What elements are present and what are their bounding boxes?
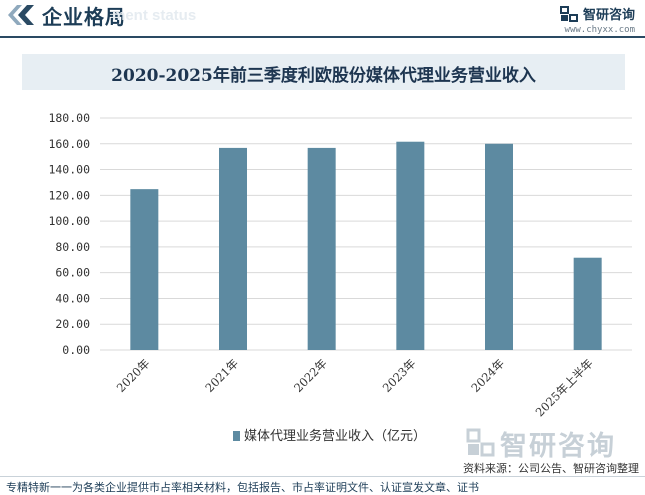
y-tick-label: 0.00	[62, 343, 90, 357]
y-tick-label: 160.00	[48, 137, 90, 151]
chart-title-box: 2020-2025年前三季度利欧股份媒体代理业务营业收入	[22, 54, 625, 90]
y-tick-label: 40.00	[55, 291, 90, 305]
brand-logo-icon	[559, 5, 578, 22]
header-divider	[0, 36, 645, 38]
y-tick-label: 120.00	[48, 188, 90, 202]
bar	[485, 143, 513, 350]
watermark-text: 智研咨询	[500, 431, 616, 462]
y-tick-label: 180.00	[48, 111, 90, 125]
bar-chart: 0.00 20.00 40.00 60.00 80.00 100.00 120.00 140.…	[48, 111, 632, 444]
bar	[219, 147, 247, 350]
footer-divider	[0, 476, 645, 477]
x-tick-label: 2025年上半年	[533, 356, 596, 419]
brand-name: 智研咨询	[582, 8, 635, 23]
y-tick-label: 20.00	[55, 317, 90, 331]
y-tick-label: 80.00	[55, 240, 90, 254]
x-tick-label: 2020年	[114, 356, 153, 395]
bar	[130, 189, 159, 350]
watermark-logo-icon	[466, 428, 495, 457]
double-chevron-icon	[8, 5, 34, 25]
y-tick-label: 140.00	[48, 163, 90, 177]
footer-note: 专精特新一一为各类企业提供市占率相关材料，包括报告、市占率证明文件、认证宣发文章…	[6, 481, 479, 494]
y-tick-label: 60.00	[55, 266, 90, 280]
page-header: 企业格局 ment status 智研咨询 www.chyxx.com	[0, 0, 645, 35]
section-title: 企业格局	[42, 5, 126, 29]
brand: 智研咨询 www.chyxx.com	[559, 3, 635, 35]
x-tick-label: 2021年	[202, 356, 241, 395]
bar	[307, 147, 336, 350]
chart-title: 2020-2025年前三季度利欧股份媒体代理业务营业收入	[111, 66, 536, 86]
legend-swatch	[233, 431, 240, 441]
source-note: 资料来源：公司公告、智研咨询整理	[463, 462, 639, 475]
y-tick-label: 100.00	[48, 214, 90, 228]
x-tick-label: 2023年	[380, 356, 419, 395]
bar	[396, 141, 425, 350]
x-tick-label: 2024年	[468, 356, 507, 395]
bar	[573, 257, 602, 350]
section-subtitle-ghost: ment status	[112, 7, 197, 24]
brand-url[interactable]: www.chyxx.com	[564, 25, 635, 35]
x-tick-label: 2022年	[291, 356, 330, 395]
legend-label: 媒体代理业务营业收入（亿元）	[244, 428, 426, 444]
